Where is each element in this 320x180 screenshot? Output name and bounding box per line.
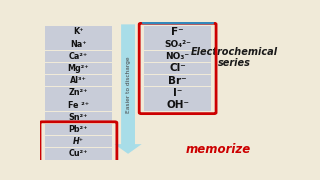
Text: Cu²⁺: Cu²⁺ xyxy=(69,149,88,158)
FancyBboxPatch shape xyxy=(45,63,112,74)
FancyBboxPatch shape xyxy=(45,38,112,50)
FancyBboxPatch shape xyxy=(144,38,211,50)
FancyBboxPatch shape xyxy=(45,136,112,147)
FancyBboxPatch shape xyxy=(45,148,112,159)
FancyBboxPatch shape xyxy=(45,87,112,98)
Text: K⁺: K⁺ xyxy=(73,27,84,36)
FancyBboxPatch shape xyxy=(45,51,112,62)
FancyBboxPatch shape xyxy=(144,51,211,62)
FancyBboxPatch shape xyxy=(144,87,211,98)
FancyBboxPatch shape xyxy=(45,124,112,135)
Text: I⁻: I⁻ xyxy=(173,88,182,98)
Text: H⁺: H⁺ xyxy=(73,137,84,146)
Text: Zn²⁺: Zn²⁺ xyxy=(69,88,88,97)
FancyBboxPatch shape xyxy=(45,99,112,111)
Text: Electrochemical
series: Electrochemical series xyxy=(191,47,278,68)
Text: Pb²⁺: Pb²⁺ xyxy=(69,125,88,134)
FancyBboxPatch shape xyxy=(144,99,211,111)
FancyBboxPatch shape xyxy=(144,26,211,38)
Text: SO₄²⁻: SO₄²⁻ xyxy=(164,40,191,49)
FancyBboxPatch shape xyxy=(45,26,112,38)
Text: Br⁻: Br⁻ xyxy=(168,76,187,86)
FancyBboxPatch shape xyxy=(144,75,211,86)
Polygon shape xyxy=(115,24,142,154)
Text: Na⁺: Na⁺ xyxy=(70,40,87,49)
Text: Mg²⁺: Mg²⁺ xyxy=(68,64,89,73)
Text: Sn²⁺: Sn²⁺ xyxy=(69,113,88,122)
FancyBboxPatch shape xyxy=(144,63,211,74)
Text: NO₃⁻: NO₃⁻ xyxy=(165,52,190,61)
Text: Cl⁻: Cl⁻ xyxy=(169,63,186,73)
Text: Ca²⁺: Ca²⁺ xyxy=(69,52,88,61)
Text: Fe ²⁺: Fe ²⁺ xyxy=(68,101,89,110)
FancyBboxPatch shape xyxy=(45,112,112,123)
Text: memorize: memorize xyxy=(186,143,251,156)
FancyBboxPatch shape xyxy=(45,75,112,86)
Text: Al³⁺: Al³⁺ xyxy=(70,76,87,85)
Text: OH⁻: OH⁻ xyxy=(166,100,189,110)
Text: Easier to discharge: Easier to discharge xyxy=(125,57,131,113)
Text: F⁻: F⁻ xyxy=(171,27,184,37)
